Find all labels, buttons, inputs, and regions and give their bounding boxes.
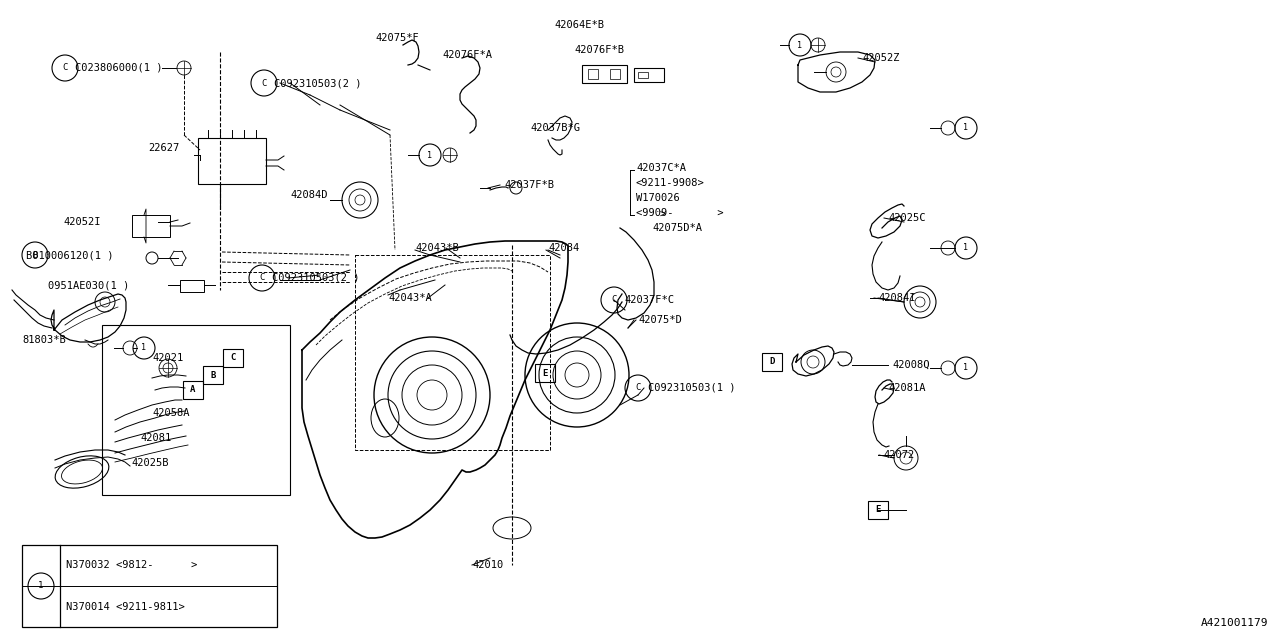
Text: C: C [63, 63, 68, 72]
Text: 42075D*A: 42075D*A [652, 223, 701, 233]
Text: 42084I: 42084I [878, 293, 915, 303]
Bar [588, 69, 598, 79]
Bar [183, 381, 204, 399]
Bar [868, 501, 888, 519]
Text: C: C [260, 273, 265, 282]
Text: 81803*B: 81803*B [22, 335, 65, 345]
Text: 42076F*B: 42076F*B [573, 45, 625, 55]
Text: <9909-       >: <9909- > [636, 208, 723, 218]
Text: 42025B: 42025B [131, 458, 169, 468]
Text: 1: 1 [964, 364, 969, 372]
Text: 42081A: 42081A [888, 383, 925, 393]
Bar [132, 215, 170, 237]
Text: <9211-9908>: <9211-9908> [636, 178, 705, 188]
Bar [198, 138, 266, 184]
Text: D: D [769, 358, 774, 367]
Text: 42043*A: 42043*A [388, 293, 431, 303]
Text: N370032 <9812-      >: N370032 <9812- > [67, 561, 197, 570]
Text: 42072: 42072 [883, 450, 914, 460]
Text: 42037C*A: 42037C*A [636, 163, 686, 173]
Text: C: C [612, 296, 617, 305]
Bar [634, 68, 664, 82]
Text: 1: 1 [964, 124, 969, 132]
Text: >: > [660, 210, 666, 220]
Text: 42058A: 42058A [152, 408, 189, 418]
Text: C: C [635, 383, 641, 392]
Text: 42052Z: 42052Z [861, 53, 900, 63]
Text: 42010: 42010 [472, 560, 503, 570]
Bar [102, 325, 291, 495]
Text: 42025C: 42025C [888, 213, 925, 223]
Bar [204, 366, 223, 384]
Text: 42052I: 42052I [63, 217, 101, 227]
Text: 42076F*A: 42076F*A [442, 50, 492, 60]
Text: 42084: 42084 [548, 243, 580, 253]
Text: 1: 1 [38, 582, 44, 591]
Text: E: E [543, 369, 548, 378]
Text: A421001179: A421001179 [1201, 618, 1268, 628]
Text: C092310503(2 ): C092310503(2 ) [274, 78, 361, 88]
Text: N370014 <9211-9811>: N370014 <9211-9811> [67, 602, 184, 611]
Text: E: E [876, 506, 881, 515]
Text: 42021: 42021 [152, 353, 183, 363]
Text: B: B [32, 250, 37, 259]
Text: 22627: 22627 [148, 143, 179, 153]
Text: 1: 1 [964, 243, 969, 253]
Text: C: C [230, 353, 236, 362]
Text: W170026: W170026 [636, 193, 680, 203]
Text: 42037F*C: 42037F*C [625, 295, 675, 305]
Text: B010006120(1 ): B010006120(1 ) [26, 250, 114, 260]
Text: A: A [191, 385, 196, 394]
Bar [611, 69, 620, 79]
Text: 1: 1 [142, 344, 146, 353]
Text: 42084D: 42084D [291, 190, 328, 200]
Text: 42064E*B: 42064E*B [554, 20, 604, 30]
Text: 42081: 42081 [140, 433, 172, 443]
Bar [223, 349, 243, 367]
Bar [180, 280, 204, 292]
Text: C: C [261, 79, 266, 88]
Text: 0951AE030(1 ): 0951AE030(1 ) [49, 280, 129, 290]
Text: B: B [210, 371, 216, 380]
Bar [582, 65, 627, 83]
Bar [762, 353, 782, 371]
Text: 42037B*G: 42037B*G [530, 123, 580, 133]
Text: 1: 1 [797, 40, 803, 49]
Text: C092310503(2 ): C092310503(2 ) [273, 273, 360, 283]
Text: C092310503(1 ): C092310503(1 ) [648, 383, 736, 393]
Text: 42008Q: 42008Q [892, 360, 929, 370]
Text: 42075*D: 42075*D [637, 315, 682, 325]
Text: 42037F*B: 42037F*B [504, 180, 554, 190]
Text: 42075*F: 42075*F [375, 33, 419, 43]
Text: 1: 1 [428, 150, 433, 159]
Bar [535, 364, 556, 382]
Text: C023806000(1 ): C023806000(1 ) [76, 63, 163, 73]
Text: 42043*B: 42043*B [415, 243, 458, 253]
Bar [637, 72, 648, 78]
Bar [22, 545, 276, 627]
